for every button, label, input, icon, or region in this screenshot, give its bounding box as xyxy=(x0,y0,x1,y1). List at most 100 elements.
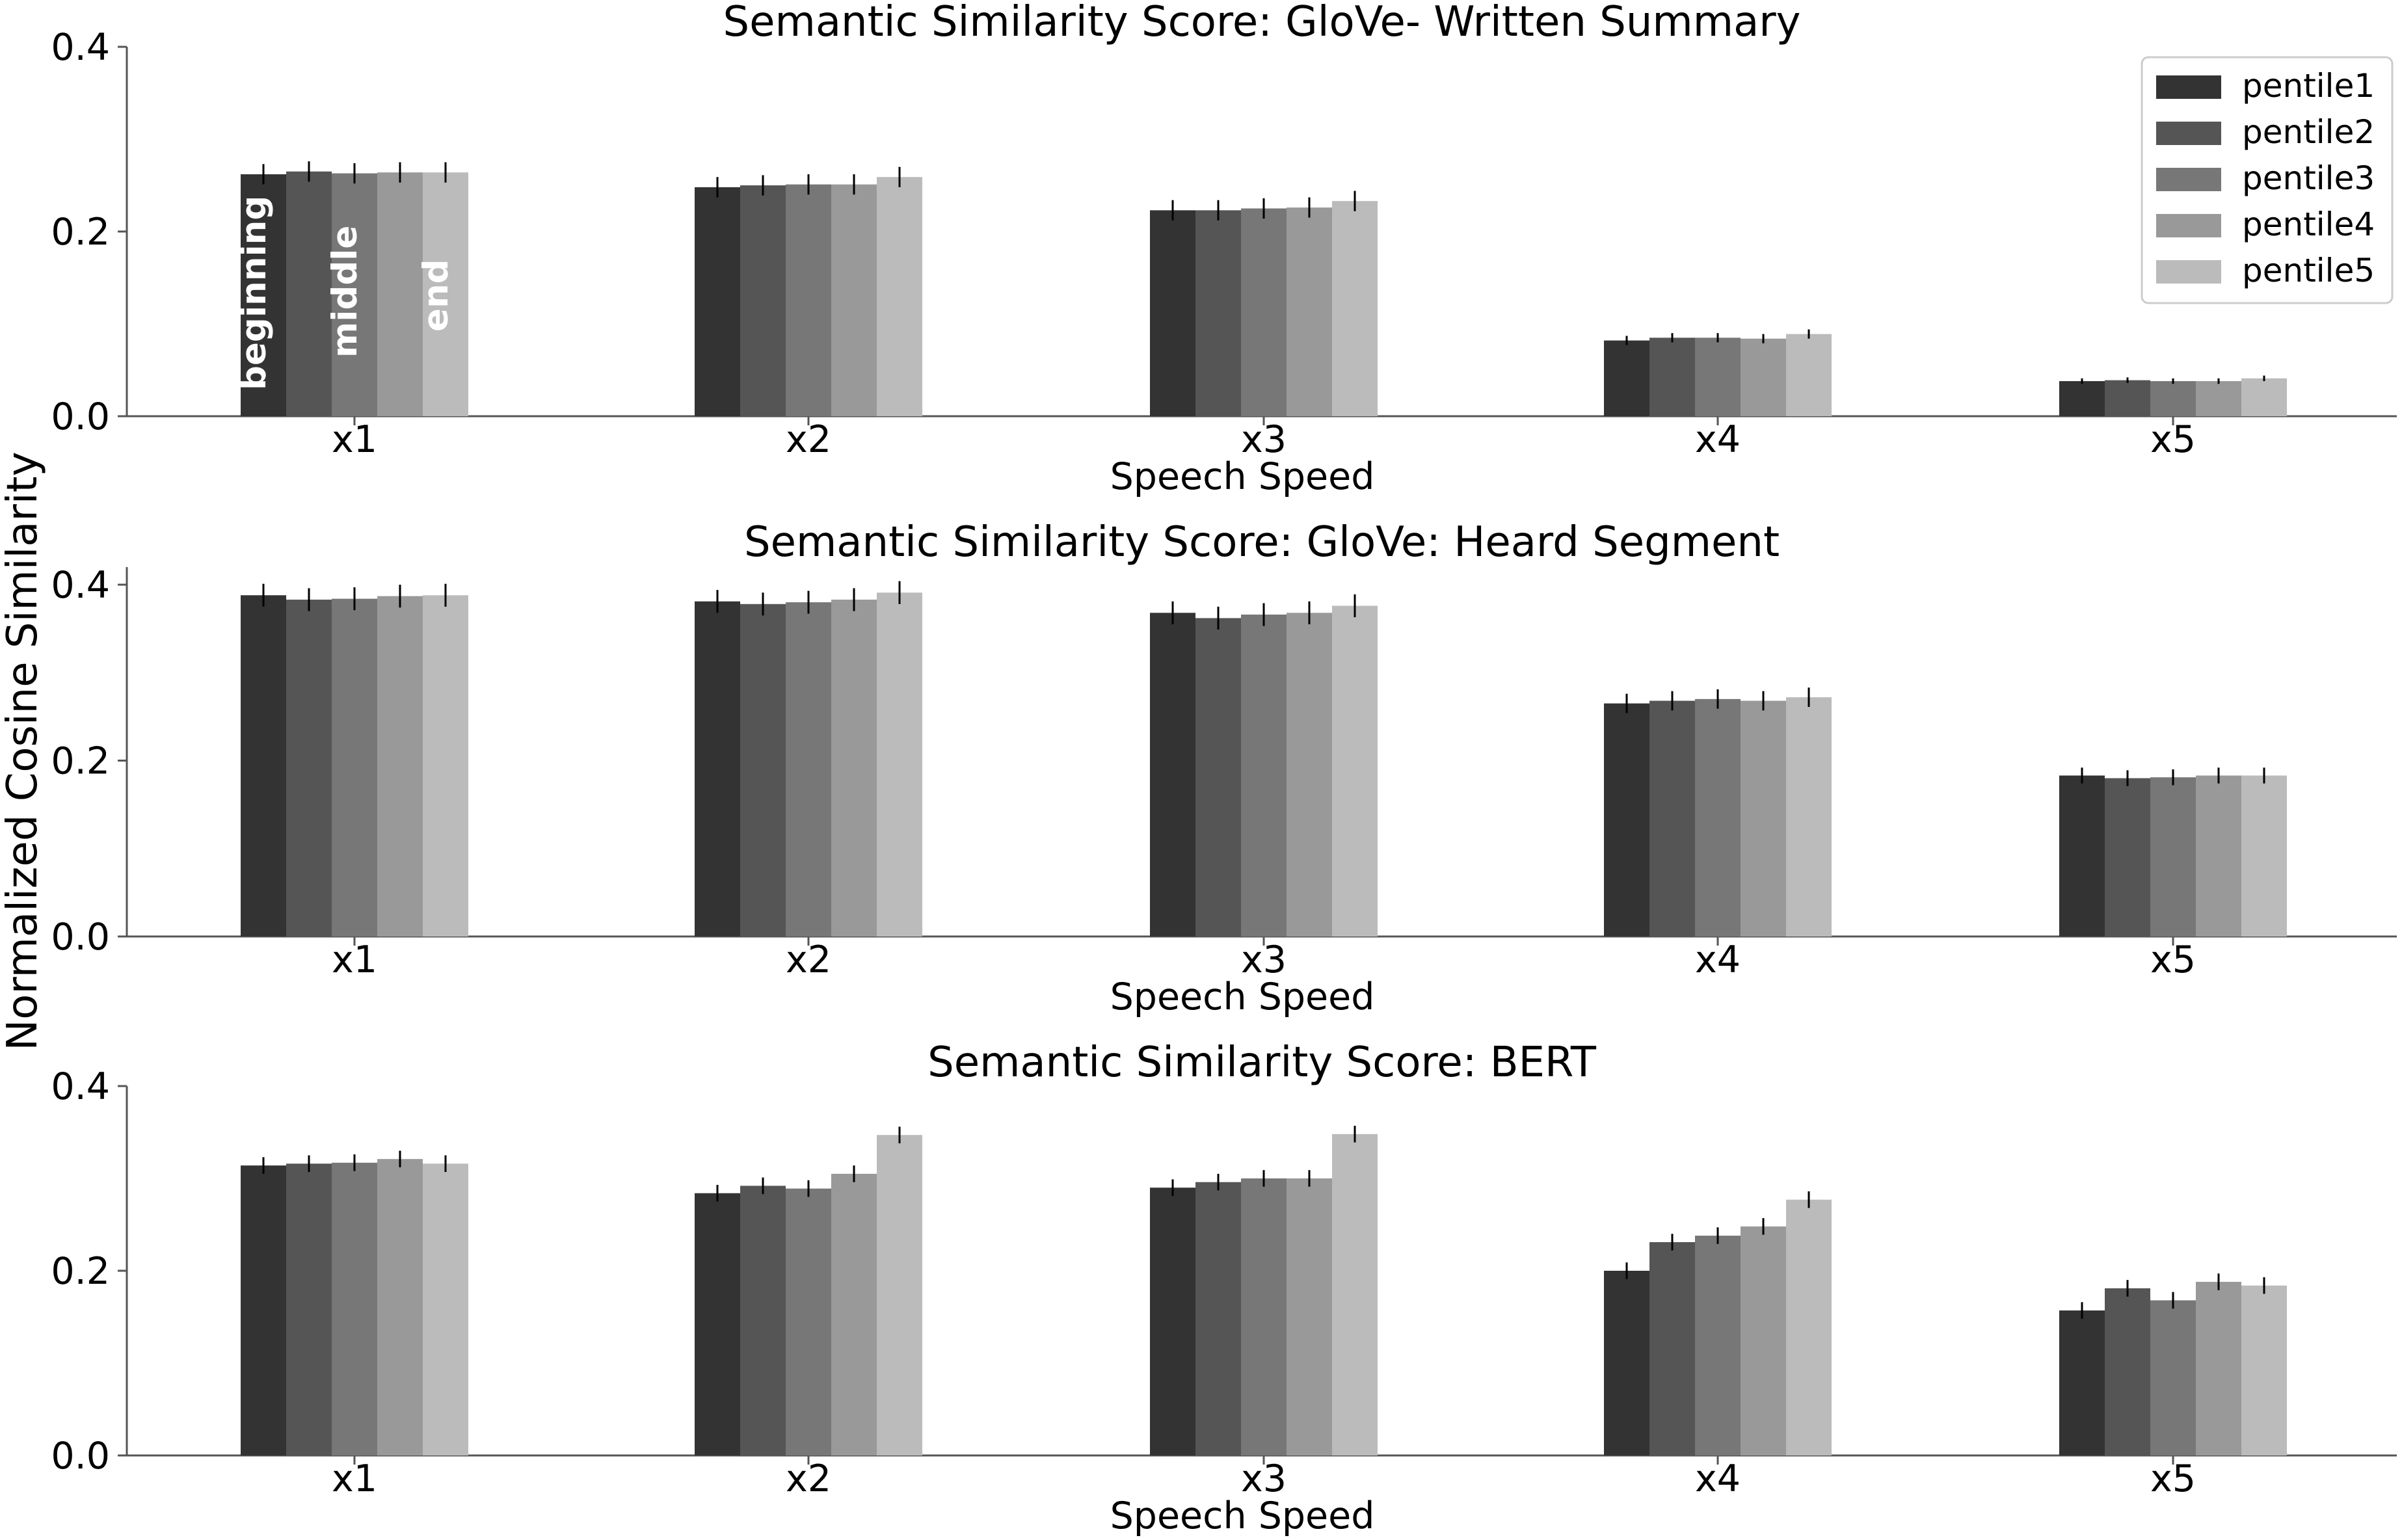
bar-pentile1-x1 xyxy=(241,1165,286,1455)
bar-pentile2-x4 xyxy=(1649,700,1695,936)
y-tick-label: 0.4 xyxy=(51,26,110,69)
bar-pentile2-x3 xyxy=(1195,1182,1241,1455)
x-tick-label: x2 xyxy=(786,938,831,981)
bar-pentile2-x1 xyxy=(286,600,332,936)
bar-pentile4-x2 xyxy=(831,1173,877,1455)
bar-pentile4-x1 xyxy=(377,596,423,936)
bar-pentile3-x2 xyxy=(786,1188,831,1455)
bar-pentile5-x1 xyxy=(423,595,468,936)
bar-pentile3-x4 xyxy=(1695,338,1741,416)
bar-pentile1-x2 xyxy=(695,187,740,416)
bar-pentile5-x4 xyxy=(1786,334,1832,416)
bar-pentile2-x2 xyxy=(740,1186,786,1455)
x-axis-label: Speech Speed xyxy=(1110,455,1375,498)
y-tick-label: 0.0 xyxy=(51,916,110,959)
bar-pentile3-x1 xyxy=(332,598,377,936)
panel-title: Semantic Similarity Score: GloVe: Heard … xyxy=(744,518,1780,566)
bar-pentile3-x2 xyxy=(786,184,831,416)
bar-pentile1-x2 xyxy=(695,1193,740,1455)
y-tick-label: 0.4 xyxy=(51,564,110,607)
bar-pentile3-x3 xyxy=(1241,615,1287,936)
bar-pentile5-x2 xyxy=(877,1135,922,1455)
bar-pentile5-x2 xyxy=(877,592,922,936)
x-tick-label: x5 xyxy=(2150,938,2196,981)
x-tick-label: x2 xyxy=(786,418,831,461)
annotation-beginning: beginning xyxy=(234,196,274,390)
bar-pentile5-x1 xyxy=(423,1163,468,1455)
x-axis-label: Speech Speed xyxy=(1110,976,1375,1018)
bar-pentile2-x3 xyxy=(1195,618,1241,936)
panel-title: Semantic Similarity Score: BERT xyxy=(927,1039,1597,1087)
panel-title: Semantic Similarity Score: GloVe- Writte… xyxy=(723,0,1800,46)
legend-label-pentile4: pentile4 xyxy=(2242,206,2375,243)
bar-pentile5-x4 xyxy=(1786,1199,1832,1455)
bar-pentile3-x2 xyxy=(786,602,831,936)
bar-pentile4-x5 xyxy=(2196,775,2241,936)
legend-label-pentile1: pentile1 xyxy=(2242,67,2375,105)
legend-label-pentile5: pentile5 xyxy=(2242,252,2375,289)
legend-label-pentile2: pentile2 xyxy=(2242,113,2375,151)
bar-pentile1-x3 xyxy=(1150,210,1195,416)
bar-pentile5-x1 xyxy=(423,172,468,416)
bar-pentile4-x2 xyxy=(831,600,877,936)
x-tick-label: x4 xyxy=(1695,1457,1741,1500)
x-axis-label: Speech Speed xyxy=(1110,1494,1375,1537)
x-tick-label: x3 xyxy=(1241,938,1287,981)
bar-pentile5-x4 xyxy=(1786,697,1832,936)
y-tick-label: 0.4 xyxy=(51,1065,110,1108)
legend-swatch-pentile1 xyxy=(2156,75,2221,99)
annotation-end: end xyxy=(416,259,456,332)
bar-pentile2-x3 xyxy=(1195,210,1241,416)
bar-pentile3-x4 xyxy=(1695,698,1741,936)
bar-pentile5-x5 xyxy=(2241,378,2287,416)
bar-pentile1-x4 xyxy=(1604,1271,1649,1455)
x-tick-label: x5 xyxy=(2150,1457,2196,1500)
bar-pentile4-x1 xyxy=(377,172,423,416)
bar-pentile3-x5 xyxy=(2150,777,2196,936)
bar-pentile4-x4 xyxy=(1741,1226,1786,1455)
panel-1: Semantic Similarity Score: GloVe- Writte… xyxy=(51,0,2397,498)
bar-pentile2-x4 xyxy=(1649,338,1695,416)
y-tick-label: 0.0 xyxy=(51,395,110,438)
bar-pentile2-x1 xyxy=(286,171,332,416)
bar-pentile2-x5 xyxy=(2105,1288,2150,1455)
x-tick-label: x4 xyxy=(1695,418,1741,461)
bar-pentile1-x5 xyxy=(2059,1310,2105,1455)
bar-pentile1-x1 xyxy=(241,595,286,936)
bar-pentile3-x1 xyxy=(332,1162,377,1455)
bar-pentile5-x3 xyxy=(1332,201,1378,416)
bar-pentile3-x5 xyxy=(2150,1300,2196,1455)
x-tick-label: x2 xyxy=(786,1457,831,1500)
bar-pentile1-x1 xyxy=(241,174,286,416)
bar-pentile3-x3 xyxy=(1241,1178,1287,1455)
panel-2: Semantic Similarity Score: GloVe: Heard … xyxy=(51,518,2397,1018)
y-tick-label: 0.2 xyxy=(51,211,110,254)
bar-pentile3-x1 xyxy=(332,173,377,416)
bar-pentile5-x5 xyxy=(2241,1285,2287,1455)
bar-pentile1-x5 xyxy=(2059,381,2105,416)
x-tick-label: x1 xyxy=(332,938,377,981)
bar-pentile2-x1 xyxy=(286,1163,332,1455)
bar-pentile5-x2 xyxy=(877,177,922,416)
bar-pentile1-x5 xyxy=(2059,775,2105,936)
legend-swatch-pentile2 xyxy=(2156,122,2221,145)
annotation-middle: middle xyxy=(325,226,365,358)
bar-pentile5-x5 xyxy=(2241,775,2287,936)
legend-box xyxy=(2141,56,2394,304)
x-tick-label: x1 xyxy=(332,1457,377,1500)
legend-swatch-pentile3 xyxy=(2156,168,2221,191)
y-tick-label: 0.0 xyxy=(51,1435,110,1478)
x-tick-label: x3 xyxy=(1241,1457,1287,1500)
x-tick-label: x5 xyxy=(2150,418,2196,461)
bar-pentile4-x4 xyxy=(1741,338,1786,416)
legend-swatch-pentile5 xyxy=(2156,260,2221,284)
x-tick-label: x1 xyxy=(332,418,377,461)
bar-pentile1-x3 xyxy=(1150,1188,1195,1455)
panel-3: Semantic Similarity Score: BERT 0.0 0.2 0.4… xyxy=(51,1039,2397,1537)
bar-pentile2-x2 xyxy=(740,185,786,416)
y-tick-label: 0.2 xyxy=(51,1250,110,1293)
bar-pentile3-x5 xyxy=(2150,381,2196,416)
y-axis-label: Normalized Cosine Similarity xyxy=(0,451,47,1050)
y-tick-label: 0.2 xyxy=(51,740,110,783)
